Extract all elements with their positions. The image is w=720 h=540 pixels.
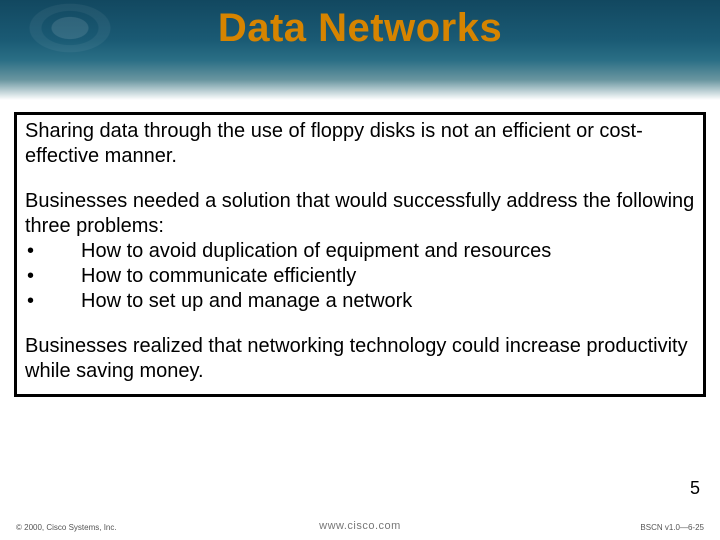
content-box: Sharing data through the use of floppy d… bbox=[14, 112, 706, 397]
bullet-text: How to avoid duplication of equipment an… bbox=[81, 239, 695, 264]
slide-title: Data Networks bbox=[0, 6, 720, 51]
footer: © 2000, Cisco Systems, Inc. www.cisco.co… bbox=[0, 514, 720, 534]
slide-number: 5 bbox=[690, 478, 700, 499]
bullet-marker: • bbox=[25, 239, 81, 264]
paragraph-3: Businesses realized that networking tech… bbox=[25, 334, 695, 384]
bullet-item: • How to communicate efficiently bbox=[25, 264, 695, 289]
bullet-text: How to communicate efficiently bbox=[81, 264, 695, 289]
bullet-item: • How to avoid duplication of equipment … bbox=[25, 239, 695, 264]
footer-url: www.cisco.com bbox=[0, 520, 720, 532]
bullet-item: • How to set up and manage a network bbox=[25, 289, 695, 314]
bullet-marker: • bbox=[25, 264, 81, 289]
paragraph-1: Sharing data through the use of floppy d… bbox=[25, 119, 695, 169]
bullet-marker: • bbox=[25, 289, 81, 314]
paragraph-2: Businesses needed a solution that would … bbox=[25, 189, 695, 239]
footer-code: BSCN v1.0—6-25 bbox=[640, 523, 704, 532]
bullet-text: How to set up and manage a network bbox=[81, 289, 695, 314]
